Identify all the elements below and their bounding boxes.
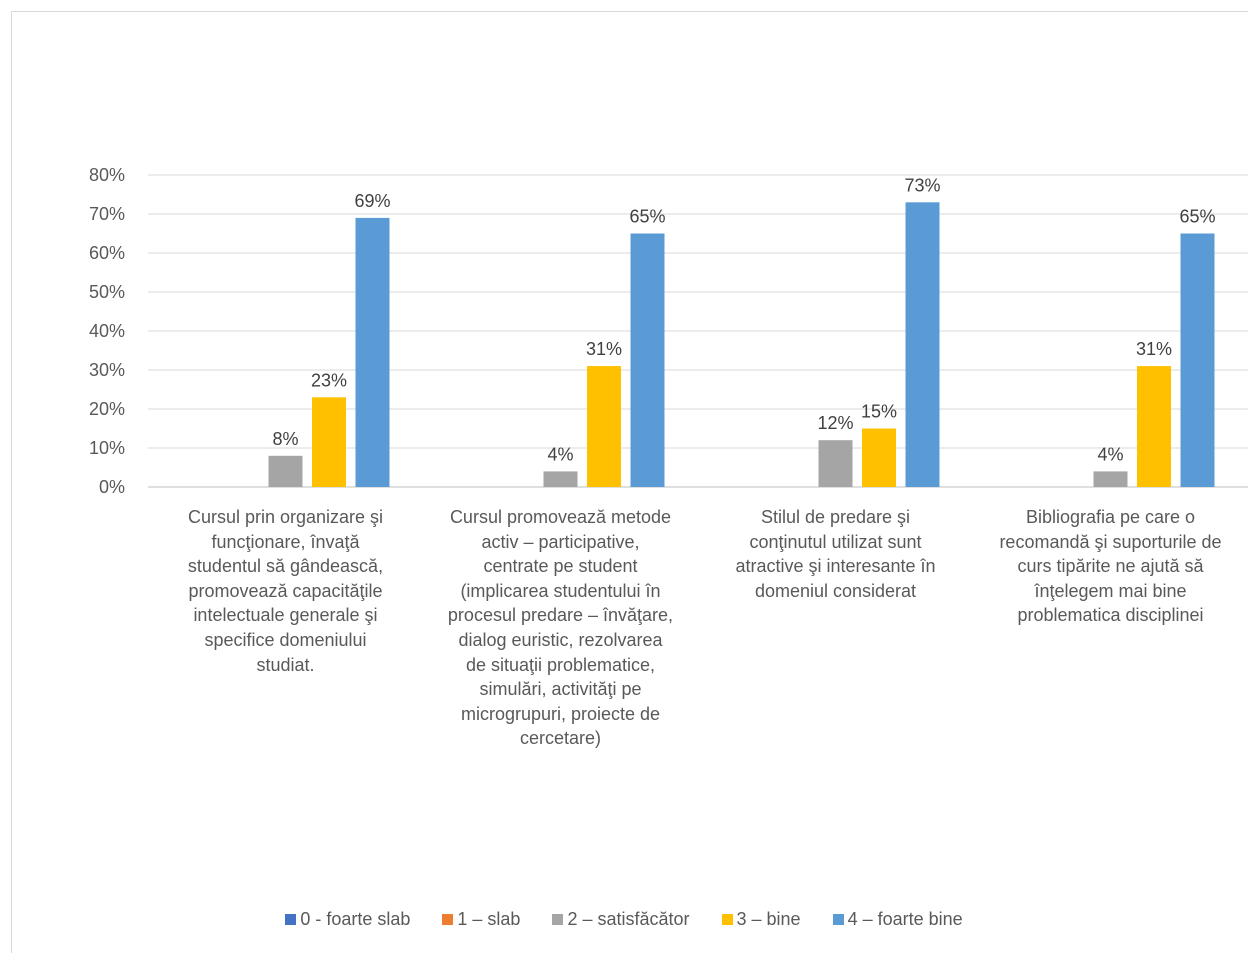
y-tick-label: 70% [89, 204, 125, 224]
legend-swatch [442, 914, 454, 925]
bar [862, 428, 896, 487]
bar [587, 366, 621, 487]
legend-label: 3 – bine [736, 909, 801, 929]
bar [818, 440, 853, 487]
y-tick-label: 0% [99, 477, 125, 497]
x-category-label: Bibliografia pe care o recomandă şi supor… [966, 505, 1248, 628]
legend-item: 0 - foarte slab [285, 909, 410, 930]
x-category-line: Cursul promovează metode [449, 507, 672, 527]
x-category-line: conţinutul utilizat sunt [749, 531, 922, 552]
y-tick-label: 20% [89, 399, 125, 419]
y-tick-label: 80% [89, 165, 125, 185]
y-tick-label: 50% [89, 282, 125, 302]
y-tick-label: 40% [89, 321, 125, 341]
x-category-line: studentul să gândească, [187, 556, 384, 577]
bar [355, 217, 390, 487]
x-category-line: atractive şi interesante în [735, 556, 936, 577]
data-label: 23% [311, 370, 347, 390]
legend-item: 3 – bine [721, 909, 801, 930]
legend-swatch [552, 914, 564, 925]
bar [312, 397, 346, 487]
x-category-line: de situaţii problematice, [465, 654, 656, 675]
legend-label: 0 - foarte slab [300, 909, 411, 929]
x-category-line: centrate pe student [483, 556, 638, 577]
data-label: 65% [1179, 207, 1215, 227]
bars [268, 202, 1215, 488]
x-category-line: curs tipărite ne ajută să [1017, 556, 1204, 577]
legend-label: 2 – satisfăcător [567, 909, 690, 929]
x-category-line: simulări, activităţi pe [479, 679, 642, 700]
data-label: 12% [817, 413, 853, 433]
bar [630, 233, 665, 487]
legend-label: 1 – slab [457, 909, 521, 929]
y-tick-label: 10% [89, 438, 125, 458]
bar [543, 471, 578, 487]
data-label: 31% [586, 339, 622, 359]
legend-item: 1 – slab [442, 909, 520, 930]
bar [1137, 366, 1171, 487]
x-category-line: intelectuale generale şi [193, 605, 378, 626]
bar [1093, 471, 1128, 487]
legend-label: 4 – foarte bine [847, 909, 963, 929]
legend-item: 2 – satisfăcător [552, 909, 690, 930]
x-category-line: problematica disciplinei [1017, 605, 1204, 626]
x-category-line: Cursul prin organizare şi [187, 507, 384, 527]
x-category-line: cercetare) [519, 728, 602, 749]
x-category-line: procesul predare – învăţare, [447, 605, 674, 626]
x-category-line: dialog euristic, rezolvarea [458, 629, 663, 650]
legend-item: 4 – foarte bine [832, 909, 963, 930]
data-labels: 8% 4% 12% 4% 23% 31% 15% 31% 69% 65% 73% 65% [272, 175, 1215, 464]
bar [268, 455, 303, 487]
x-category-line: domeniul considerat [754, 580, 917, 601]
x-category-line: activ – participative, [481, 531, 640, 552]
data-label: 69% [354, 191, 390, 211]
y-tick-label: 30% [89, 360, 125, 380]
x-category-line: Bibliografia pe care o [1025, 507, 1196, 527]
data-label: 4% [1097, 444, 1123, 464]
x-category-line: studiat. [256, 654, 315, 675]
data-label: 65% [629, 207, 665, 227]
x-category-label: Cursul prin organizare şi funcţionare, în… [141, 505, 431, 677]
x-category-line: recomandă şi suporturile de [999, 531, 1222, 552]
data-label: 73% [904, 175, 940, 195]
chart-frame [11, 11, 1248, 953]
data-label: 4% [547, 444, 573, 464]
data-label: 31% [1136, 339, 1172, 359]
gridlines [148, 174, 1248, 488]
x-category-line: microgrupuri, proiecte de [460, 703, 661, 724]
x-category-line: promovează capacităţile [188, 580, 383, 601]
y-tick-label: 60% [89, 243, 125, 263]
bar [1180, 233, 1215, 487]
data-label: 8% [272, 429, 298, 449]
y-axis-ticks: 0% 10% 20% 30% 40% 50% 60% 70% 80% [89, 165, 125, 497]
x-category-line: (implicarea studentului în [460, 580, 661, 601]
x-category-line: înţelegem mai bine [1034, 580, 1187, 601]
legend-swatch [832, 914, 844, 925]
data-label: 15% [861, 402, 897, 422]
x-category-line: funcţionare, învaţă [211, 531, 360, 552]
legend-swatch [721, 914, 733, 925]
x-category-line: specifice domeniului [204, 629, 367, 650]
legend-swatch [285, 914, 297, 925]
x-category-label: Stilul de predare şi conţinutul utilizat … [691, 505, 981, 603]
legend: 0 - foarte slab 1 – slab 2 – satisfăcător 3… [0, 909, 1248, 930]
x-category-label: Cursul promovează metode activ – particip… [416, 505, 706, 751]
bar [905, 202, 940, 488]
x-category-line: Stilul de predare şi [760, 507, 911, 527]
